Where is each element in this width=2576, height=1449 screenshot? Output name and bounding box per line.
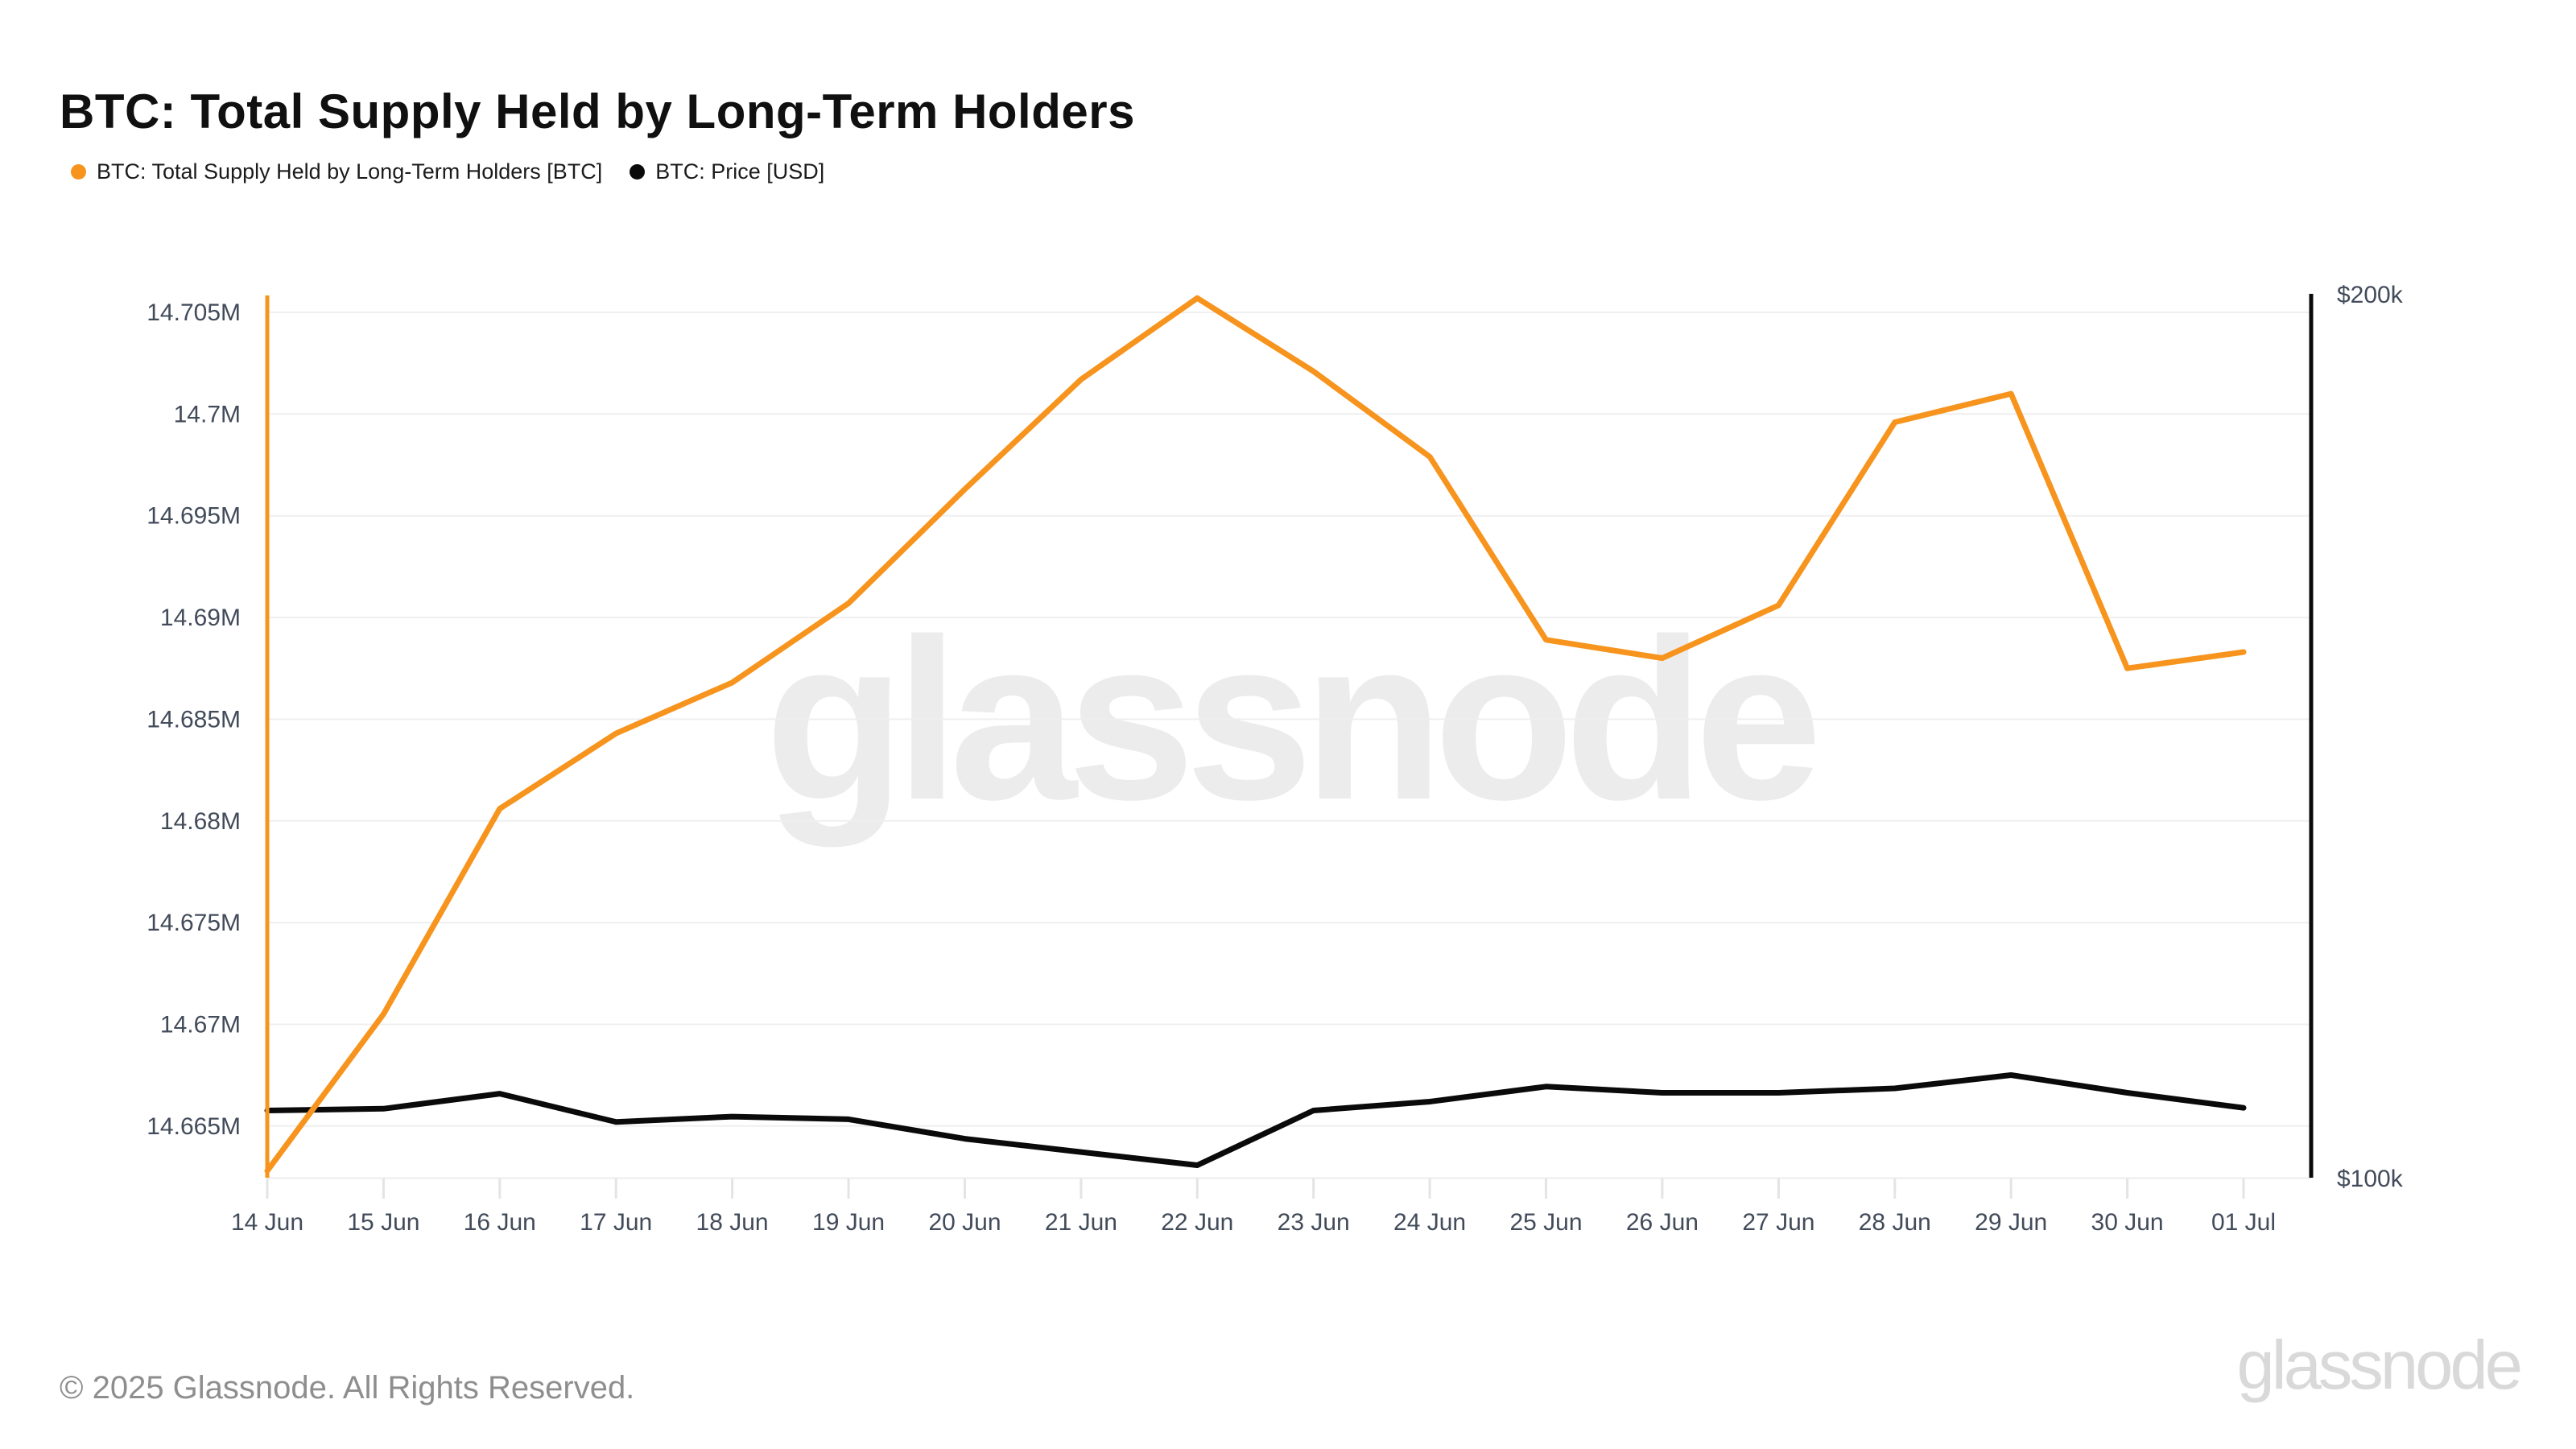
y-axis-label-left: 14.675M bbox=[147, 910, 241, 936]
y-axis-label-left: 14.665M bbox=[147, 1113, 241, 1140]
x-axis-label: 29 Jun bbox=[1975, 1209, 2047, 1236]
supply-line-series bbox=[264, 295, 2247, 1174]
page-title: BTC: Total Supply Held by Long-Term Hold… bbox=[60, 85, 1135, 139]
x-axis-label: 16 Jun bbox=[464, 1209, 536, 1236]
x-axis-label: 17 Jun bbox=[580, 1209, 652, 1236]
series-group bbox=[264, 295, 2247, 1174]
x-axis-label: 15 Jun bbox=[347, 1209, 419, 1236]
x-axis-label: 27 Jun bbox=[1742, 1209, 1814, 1236]
axis-lines-group bbox=[265, 294, 2314, 1178]
price-line-series bbox=[264, 1072, 2247, 1168]
legend-price-dot-icon bbox=[630, 164, 646, 180]
x-axis-label: 28 Jun bbox=[1859, 1209, 1931, 1236]
y-axis-label-left: 14.68M bbox=[160, 808, 241, 835]
copyright-text: © 2025 Glassnode. All Rights Reserved. bbox=[60, 1370, 635, 1406]
legend-price-label: BTC: Price [USD] bbox=[655, 159, 825, 184]
x-axis-label: 23 Jun bbox=[1278, 1209, 1350, 1236]
legend-item-supply[interactable]: BTC: Total Supply Held by Long-Term Hold… bbox=[71, 159, 602, 184]
glassnode-logo-watermark: glassnode bbox=[2236, 1327, 2523, 1404]
y-axis-label-right: $100k bbox=[2337, 1166, 2404, 1192]
y-axis-label-left: 14.69M bbox=[160, 605, 241, 631]
x-axis-label: 01 Jul bbox=[2211, 1209, 2276, 1236]
legend-supply-dot-icon bbox=[71, 164, 86, 180]
x-axis-label: 21 Jun bbox=[1045, 1209, 1117, 1236]
x-tick-marks-group bbox=[266, 1179, 2245, 1199]
x-axis-label: 24 Jun bbox=[1393, 1209, 1466, 1236]
x-axis-label: 18 Jun bbox=[696, 1209, 769, 1236]
x-axis-label: 20 Jun bbox=[928, 1209, 1001, 1236]
x-axis-label: 30 Jun bbox=[2091, 1209, 2164, 1236]
chart-legend: BTC: Total Supply Held by Long-Term Hold… bbox=[71, 159, 824, 184]
x-axis-label: 14 Jun bbox=[231, 1209, 303, 1236]
y-axis-label-left: 14.7M bbox=[174, 401, 241, 427]
x-axis-label: 22 Jun bbox=[1161, 1209, 1233, 1236]
x-axis-label: 19 Jun bbox=[812, 1209, 885, 1236]
y-axis-label-right: $200k bbox=[2337, 282, 2404, 308]
y-axis-label-left: 14.695M bbox=[147, 503, 241, 530]
legend-item-price[interactable]: BTC: Price [USD] bbox=[630, 159, 824, 184]
legend-supply-label: BTC: Total Supply Held by Long-Term Hold… bbox=[97, 159, 603, 184]
gridlines-group bbox=[267, 312, 2311, 1179]
axis-labels-group: 14.705M 14.7M 14.695M 14.69M 14.685M 14.68M 14… bbox=[147, 282, 2403, 1236]
y-axis-label-left: 14.705M bbox=[147, 299, 241, 326]
y-axis-label-left: 14.685M bbox=[147, 706, 241, 733]
x-axis-label: 25 Jun bbox=[1509, 1209, 1582, 1236]
x-axis-label: 26 Jun bbox=[1626, 1209, 1699, 1236]
y-axis-label-left: 14.67M bbox=[160, 1011, 241, 1038]
